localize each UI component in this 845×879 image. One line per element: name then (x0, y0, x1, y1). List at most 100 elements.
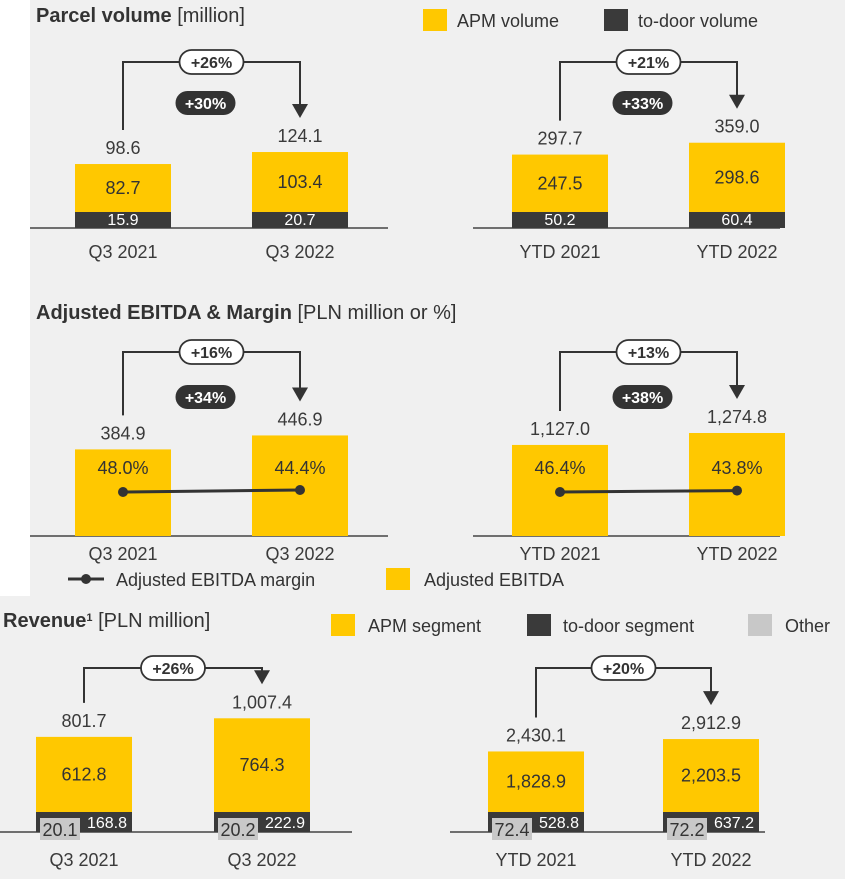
parcel_q3-growth-sub-label: +30% (185, 96, 226, 113)
ebitda_ytd-total-0: 1,127.0 (530, 419, 590, 439)
ebitda_ytd-total-1: 1,274.8 (707, 407, 767, 427)
revenue_ytd-door-label-1: 637.2 (714, 815, 754, 832)
revenue_ytd-total-1: 2,912.9 (681, 713, 741, 733)
revenue_q3-other-label-0: 20.1 (42, 820, 77, 840)
legend-other: Other (785, 616, 830, 636)
revenue_ytd-apm-label-1: 2,203.5 (681, 766, 741, 786)
legend-to-door-segment: to-door segment (563, 616, 694, 636)
parcel_q3-growth-total-label: +26% (191, 55, 232, 72)
legend-apm-segment: APM segment (368, 616, 481, 636)
parcel_q3-door-label-1: 20.7 (284, 212, 315, 229)
revenue_ytd-tick-0: YTD 2021 (495, 850, 576, 870)
ebitda_q3-total-0: 384.9 (100, 423, 145, 443)
parcel_q3-tick-1: Q3 2022 (265, 242, 334, 262)
legend-swatch-apm-segment (331, 614, 355, 636)
parcel_q3-tick-0: Q3 2021 (88, 242, 157, 262)
revenue_q3-other-label-1: 20.2 (220, 820, 255, 840)
legend-to-door-volume: to-door volume (638, 11, 758, 31)
ebitda_ytd-margin-point-0 (555, 487, 565, 497)
legend-ebitda: Adjusted EBITDA (424, 570, 564, 590)
revenue_ytd-apm-bar-0 (488, 751, 584, 812)
parcel_q3-door-bar-1 (252, 212, 348, 228)
parcel_q3-growth-sub-pill (175, 91, 236, 115)
revenue_q3-growth-total-pill (140, 655, 206, 681)
ebitda_q3-margin-line (122, 488, 301, 494)
parcel-title: Parcel volume [million] (36, 5, 245, 27)
revenue_ytd-tick-1: YTD 2022 (670, 850, 751, 870)
legend-swatch-apm-volume (423, 9, 447, 31)
ebitda_q3-growth-total-pill (178, 339, 245, 365)
revenue_q3-apm-label-0: 612.8 (61, 764, 106, 784)
revenue_ytd-other-bar-1 (667, 818, 707, 840)
parcel_ytd-apm-bar-0 (512, 154, 608, 212)
revenue_q3-tick-0: Q3 2021 (49, 850, 118, 870)
legend-swatch-ebitda (386, 568, 410, 590)
parcel_q3-total-0: 98.6 (105, 138, 140, 158)
ebitda_ytd-growth-total-pill (615, 339, 682, 365)
ebitda_q3-total-1: 446.9 (277, 409, 322, 429)
parcel_ytd-tick-0: YTD 2021 (519, 242, 600, 262)
parcel_ytd-apm-bar-1 (689, 142, 785, 212)
parcel_ytd-door-bar-1 (689, 212, 785, 228)
ebitda_ytd-margin-point-1 (732, 485, 742, 496)
legend-marker-ebitda-margin (81, 574, 91, 584)
revenue_ytd-apm-label-0: 1,828.9 (506, 772, 566, 792)
revenue_ytd-other-label-1: 72.2 (669, 820, 704, 840)
revenue_ytd-other-label-0: 72.4 (494, 820, 529, 840)
parcel_ytd-growth-total-arrowhead (729, 94, 745, 109)
ebitda_ytd-growth-sub-pill (612, 385, 673, 409)
ebitda_q3-growth-sub-label: +34% (185, 390, 226, 407)
legend-swatch-to-door-volume (604, 9, 628, 31)
parcel_q3-apm-label-1: 103.4 (277, 172, 322, 192)
revenue-title: Revenue1 [PLN million] (3, 610, 210, 632)
revenue_q3-growth-total-label: +26% (152, 661, 193, 678)
revenue_ytd-growth-total-pill (590, 655, 657, 681)
parcel_q3-apm-label-0: 82.7 (105, 178, 140, 198)
parcel_ytd-apm-label-1: 298.6 (714, 167, 759, 187)
parcel_ytd-total-1: 359.0 (714, 117, 759, 137)
parcel_ytd-apm-label-0: 247.5 (537, 173, 582, 193)
parcel_q3-apm-bar-1 (252, 152, 348, 212)
revenue_q3-other-bar-1 (218, 818, 258, 840)
revenue_q3-total-1: 1,007.4 (232, 692, 292, 712)
parcel_ytd-growth-total-label: +21% (628, 55, 669, 72)
ebitda_q3-margin-point-0 (118, 487, 128, 497)
revenue_ytd-growth-total-label: +20% (603, 661, 644, 678)
ebitda-title: Adjusted EBITDA & Margin [PLN million or… (36, 302, 456, 324)
parcel_q3-door-label-0: 15.9 (107, 212, 138, 229)
legend-ebitda-margin: Adjusted EBITDA margin (116, 570, 315, 590)
parcel_q3-growth-total-arrowhead (292, 104, 308, 119)
ebitda_q3-margin-label-0: 48.0% (97, 458, 148, 478)
revenue_q3-door-label-1: 222.9 (265, 815, 305, 832)
parcel_ytd-door-label-0: 50.2 (544, 212, 575, 229)
parcel_ytd-door-label-1: 60.4 (721, 212, 752, 229)
parcel_ytd-total-0: 297.7 (537, 129, 582, 149)
revenue_ytd-total-0: 2,430.1 (506, 725, 566, 745)
revenue_q3-growth-total-arrowhead (254, 670, 270, 685)
parcel_q3-growth-total-pill (178, 49, 245, 75)
revenue_q3-tick-1: Q3 2022 (227, 850, 296, 870)
ebitda_ytd-tick-1: YTD 2022 (696, 544, 777, 564)
legend-swatch-to-door-segment (527, 614, 551, 636)
ebitda_ytd-margin-label-1: 43.8% (711, 458, 762, 478)
ebitda_ytd-tick-0: YTD 2021 (519, 544, 600, 564)
ebitda_ytd-ebitda-bar-1 (689, 432, 785, 536)
revenue_q3-apm-bar-0 (36, 736, 132, 812)
ebitda_q3-growth-total-label: +16% (191, 345, 232, 362)
ebitda_q3-growth-total-arrowhead (292, 387, 308, 402)
ebitda_q3-margin-label-1: 44.4% (274, 458, 325, 478)
ebitda_q3-growth-sub-pill (175, 385, 236, 409)
revenue_q3-door-label-0: 168.8 (87, 815, 127, 832)
ebitda_ytd-growth-sub-label: +38% (622, 390, 663, 407)
revenue_q3-total-0: 801.7 (61, 711, 106, 731)
revenue_ytd-door-label-0: 528.8 (539, 815, 579, 832)
parcel_ytd-door-bar-0 (512, 212, 608, 228)
revenue_q3-apm-bar-1 (214, 718, 310, 812)
revenue_ytd-apm-bar-1 (663, 739, 759, 812)
ebitda_ytd-growth-total-arrowhead (729, 384, 745, 399)
legend-apm-volume: APM volume (457, 11, 559, 31)
parcel_ytd-tick-1: YTD 2022 (696, 242, 777, 262)
parcel_ytd-growth-total-pill (615, 49, 682, 75)
ebitda_ytd-margin-label-0: 46.4% (534, 458, 585, 478)
